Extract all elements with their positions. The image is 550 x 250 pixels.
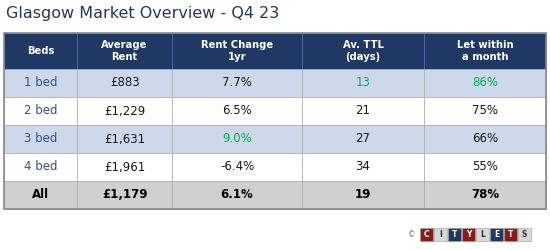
Bar — [302, 181, 424, 209]
Text: 3 bed: 3 bed — [24, 132, 57, 145]
Bar — [424, 69, 546, 97]
Bar — [302, 97, 424, 125]
Text: £1,961: £1,961 — [104, 160, 145, 173]
Text: L: L — [480, 230, 485, 239]
Bar — [424, 125, 546, 153]
Text: Av. TTL
(days): Av. TTL (days) — [343, 40, 383, 62]
Text: Let within
a month: Let within a month — [456, 40, 513, 62]
Bar — [77, 153, 172, 181]
Text: I: I — [439, 230, 442, 239]
Bar — [448, 228, 461, 241]
Text: Beds: Beds — [27, 46, 54, 56]
Bar — [172, 33, 302, 69]
Text: Average
Rent: Average Rent — [101, 40, 148, 62]
Text: 19: 19 — [355, 188, 371, 202]
Text: 21: 21 — [355, 104, 371, 118]
Bar — [4, 33, 546, 209]
Text: 4 bed: 4 bed — [24, 160, 57, 173]
Bar — [172, 97, 302, 125]
Text: 1 bed: 1 bed — [24, 76, 57, 90]
Text: All: All — [32, 188, 49, 202]
Bar — [77, 181, 172, 209]
Bar — [77, 69, 172, 97]
Bar — [424, 181, 546, 209]
Text: C: C — [424, 230, 430, 239]
Text: 34: 34 — [356, 160, 371, 173]
Bar — [4, 153, 77, 181]
Bar — [172, 69, 302, 97]
Bar — [424, 153, 546, 181]
Bar — [302, 33, 424, 69]
Bar — [4, 69, 77, 97]
Bar — [518, 228, 531, 241]
Bar — [172, 153, 302, 181]
Text: 9.0%: 9.0% — [222, 132, 252, 145]
Bar — [462, 228, 475, 241]
Text: 66%: 66% — [472, 132, 498, 145]
Bar — [77, 125, 172, 153]
Bar — [77, 97, 172, 125]
Bar — [172, 125, 302, 153]
Text: ©: © — [408, 230, 416, 239]
Text: £883: £883 — [110, 76, 139, 90]
Bar — [302, 125, 424, 153]
Text: 78%: 78% — [471, 188, 499, 202]
Text: Rent Change
1yr: Rent Change 1yr — [201, 40, 273, 62]
Bar — [4, 97, 77, 125]
Text: 2 bed: 2 bed — [24, 104, 57, 118]
Bar — [77, 33, 172, 69]
Text: £1,229: £1,229 — [104, 104, 145, 118]
Text: T: T — [508, 230, 513, 239]
Text: T: T — [452, 230, 457, 239]
Text: Glasgow Market Overview - Q4 23: Glasgow Market Overview - Q4 23 — [6, 6, 279, 21]
Text: Y: Y — [466, 230, 471, 239]
Text: 86%: 86% — [472, 76, 498, 90]
Bar — [302, 153, 424, 181]
Text: S: S — [522, 230, 527, 239]
Bar — [172, 181, 302, 209]
Bar — [4, 33, 77, 69]
Bar — [420, 228, 433, 241]
Bar — [504, 228, 517, 241]
Bar — [4, 125, 77, 153]
Bar — [4, 181, 77, 209]
Text: -6.4%: -6.4% — [220, 160, 254, 173]
Text: 6.5%: 6.5% — [222, 104, 252, 118]
Text: E: E — [494, 230, 499, 239]
Text: 75%: 75% — [472, 104, 498, 118]
Text: 6.1%: 6.1% — [221, 188, 254, 202]
Bar — [490, 228, 503, 241]
Bar — [476, 228, 489, 241]
Text: 55%: 55% — [472, 160, 498, 173]
Bar — [302, 69, 424, 97]
Bar — [424, 33, 546, 69]
Text: £1,179: £1,179 — [102, 188, 147, 202]
Bar — [434, 228, 447, 241]
Bar — [424, 97, 546, 125]
Text: 27: 27 — [355, 132, 371, 145]
Text: 13: 13 — [356, 76, 371, 90]
Text: 7.7%: 7.7% — [222, 76, 252, 90]
Text: £1,631: £1,631 — [104, 132, 145, 145]
